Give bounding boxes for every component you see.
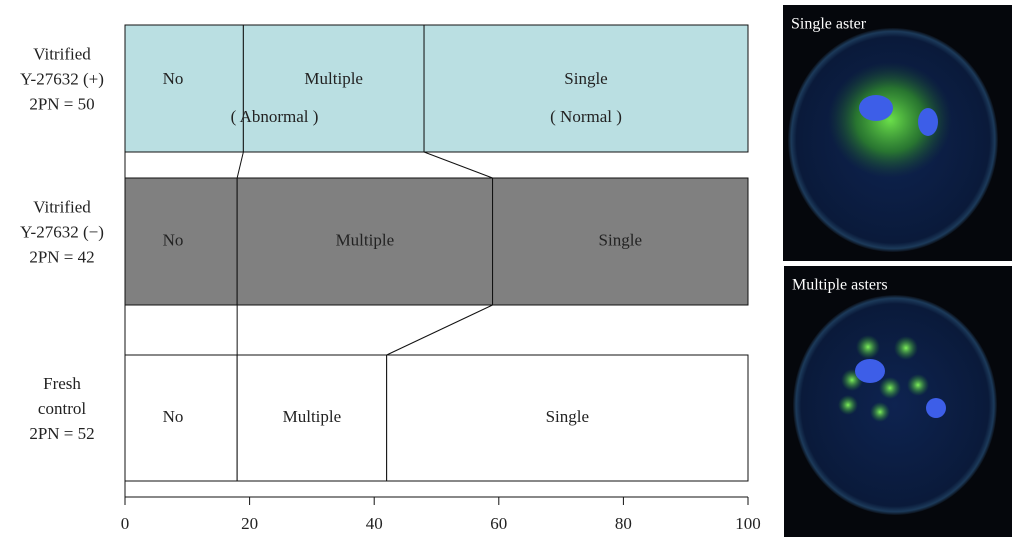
y-tick-label: 2PN = 42	[29, 247, 94, 266]
bar-segment	[492, 177, 749, 306]
segment-label: Single	[564, 69, 607, 88]
segment-label: Single	[599, 230, 642, 249]
connector	[423, 151, 493, 179]
segment-label: No	[163, 69, 184, 88]
image-multiple-asters: Multiple asters	[784, 266, 1012, 537]
x-tick-label: 40	[366, 514, 383, 533]
y-tick-label: Fresh	[43, 374, 81, 393]
aster-spot	[838, 395, 858, 415]
image-single-aster: Single aster	[783, 5, 1012, 261]
annotation: ( Abnormal )	[231, 107, 319, 126]
cell	[793, 295, 997, 515]
y-tick-label: Vitrified	[33, 197, 91, 216]
x-tick-label: 0	[121, 514, 130, 533]
nucleus	[859, 95, 893, 121]
bar-segment	[386, 354, 749, 482]
x-tick-label: 100	[735, 514, 761, 533]
bar-segment	[124, 354, 238, 482]
image-caption: Single aster	[791, 16, 867, 33]
y-tick-label: control	[38, 399, 86, 418]
x-tick-label: 80	[615, 514, 632, 533]
segment-label: Single	[546, 407, 589, 426]
aster-spot	[879, 377, 901, 399]
y-tick-label: Y-27632 (−)	[20, 222, 104, 241]
segment-label: No	[163, 407, 184, 426]
x-tick-label: 20	[241, 514, 258, 533]
chart: Vitrified Y-27632 (+) 2PN = 50 No Multiple Si…	[20, 24, 761, 533]
bar-segment	[242, 24, 425, 153]
bar-segment	[236, 354, 388, 482]
aster-spot	[870, 402, 890, 422]
bar-segment	[124, 24, 244, 153]
aster	[828, 62, 952, 178]
y-tick-label: 2PN = 50	[29, 94, 94, 113]
connector	[236, 151, 244, 179]
bar-segment	[124, 177, 238, 306]
segment-label: No	[163, 230, 184, 249]
segment-label: Multiple	[304, 69, 363, 88]
segment-label: Multiple	[336, 230, 395, 249]
nucleus	[918, 108, 938, 136]
y-tick-label: Y-27632 (+)	[20, 69, 104, 88]
image-caption: Multiple asters	[792, 277, 888, 294]
aster-spot	[907, 374, 929, 396]
bar-segment	[423, 24, 749, 153]
x-tick-label: 60	[490, 514, 507, 533]
annotation: ( Normal )	[550, 107, 622, 126]
aster-spot	[856, 335, 880, 359]
nucleus	[926, 398, 946, 418]
aster-spot	[894, 336, 918, 360]
y-tick-label: 2PN = 52	[29, 424, 94, 443]
nucleus	[855, 359, 885, 383]
connector	[386, 304, 493, 356]
y-tick-label: Vitrified	[33, 44, 91, 63]
bar-segment	[236, 177, 494, 306]
segment-label: Multiple	[283, 407, 342, 426]
